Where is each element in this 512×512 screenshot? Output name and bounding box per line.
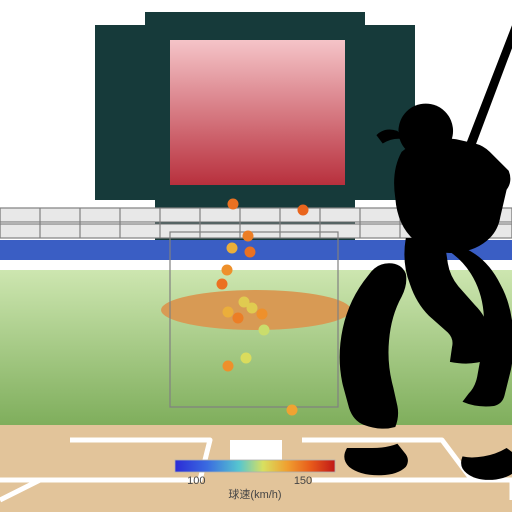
pitch-marker xyxy=(243,231,254,242)
pitch-marker xyxy=(245,247,256,258)
pitch-marker xyxy=(227,243,238,254)
pitch-marker xyxy=(257,309,268,320)
pitch-marker xyxy=(223,307,234,318)
pitch-marker xyxy=(223,361,234,372)
pitch-marker xyxy=(241,353,252,364)
pitch-marker xyxy=(298,205,309,216)
pitch-marker xyxy=(228,199,239,210)
pitch-marker xyxy=(287,405,298,416)
legend-tick: 100 xyxy=(187,475,205,487)
pitch-marker xyxy=(222,265,233,276)
pitch-marker xyxy=(247,303,258,314)
pitch-marker xyxy=(233,313,244,324)
legend-label: 球速(km/h) xyxy=(228,487,281,501)
pitch-marker xyxy=(259,325,270,336)
legend-tick: 150 xyxy=(294,475,312,487)
pitch-marker xyxy=(217,279,228,290)
